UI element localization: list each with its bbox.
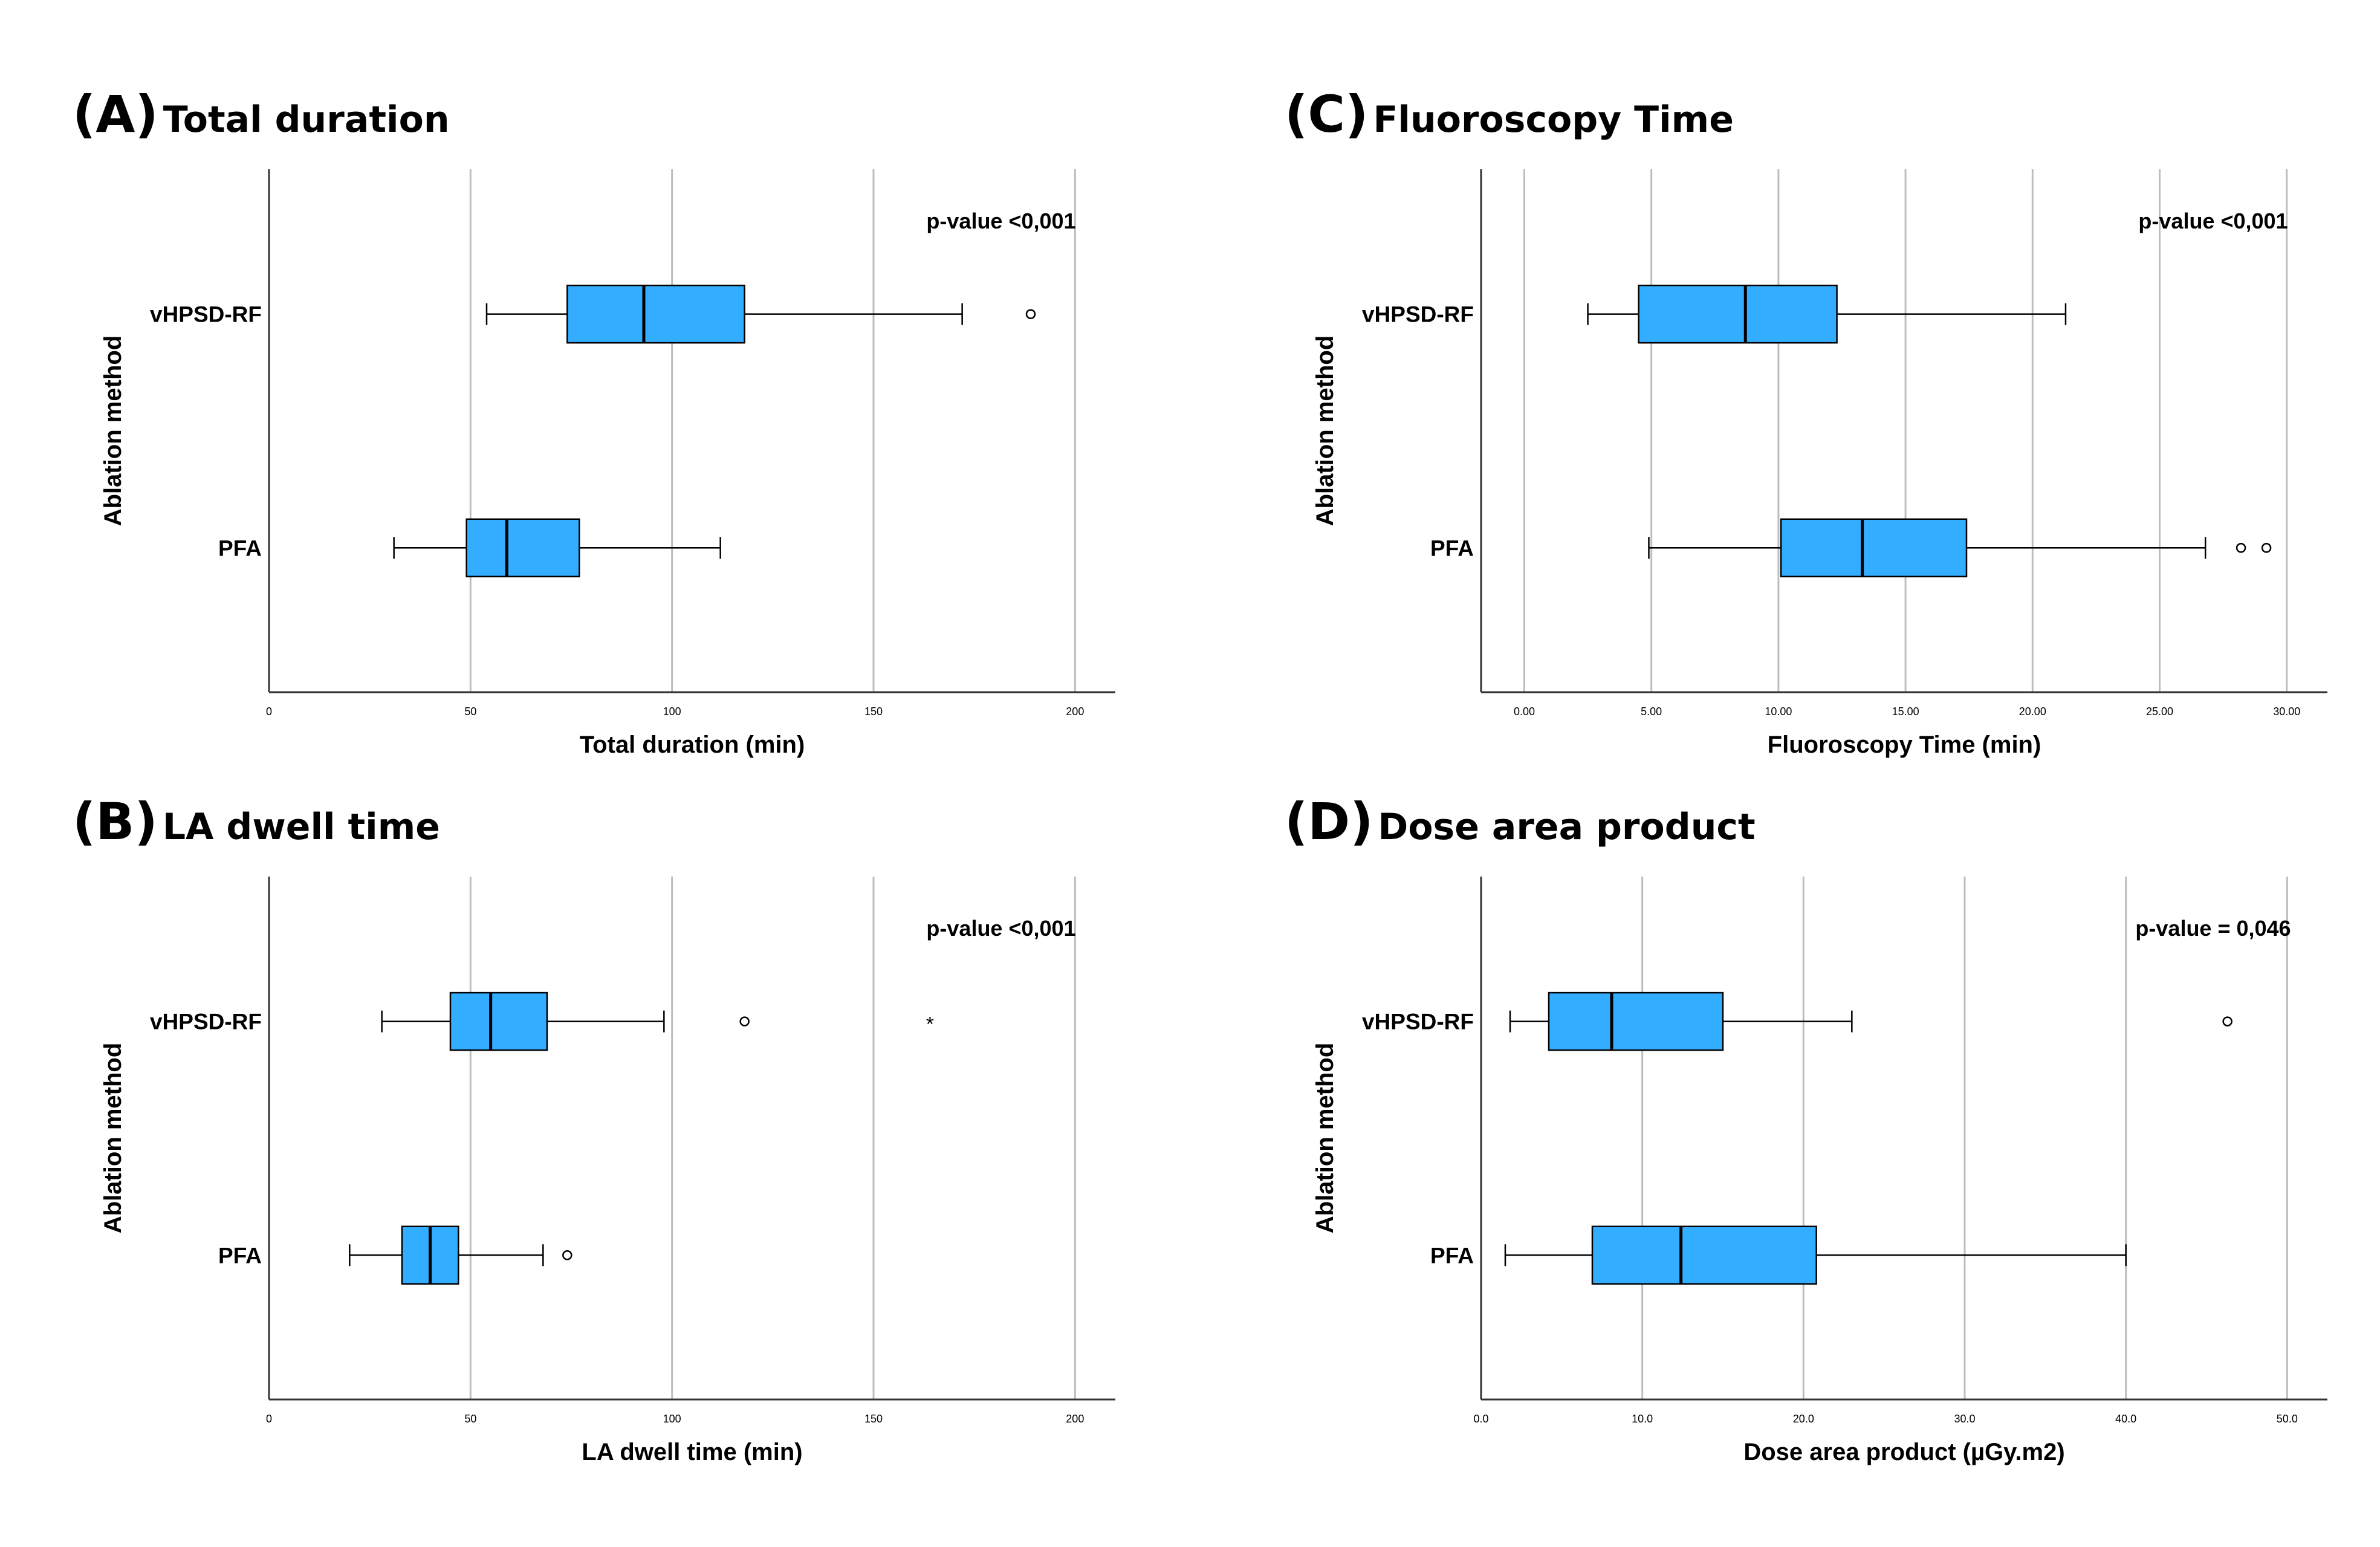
x-tick-label: 20.00 (2019, 705, 2046, 718)
x-tick-label: 150 (864, 1413, 883, 1425)
panel-label: (B) (73, 792, 158, 851)
x-axis-title: Dose area product (µGy.m2) (1743, 1439, 2064, 1465)
chart-plot: 0.0 10.0 20.0 30.0 40.0 50.0 Dose area product… (1312, 877, 2327, 1465)
panel-heading: (D) Dose area product (1285, 792, 1756, 858)
iqr-box (1591, 1225, 1817, 1285)
category-label: PFA (218, 536, 262, 560)
p-value-annotation: p-value <0,001 (926, 209, 1075, 233)
outlier-point (739, 1016, 750, 1026)
category-label: PFA (218, 1243, 262, 1268)
outlier-point (1025, 309, 1036, 319)
p-value-annotation: p-value <0,001 (2138, 209, 2288, 233)
panel-d: 0.0 10.0 20.0 30.0 40.0 50.0 Dose area product… (1285, 792, 2373, 1493)
category-label: vHPSD-RF (150, 1010, 262, 1034)
box-group-pfa (1648, 518, 2272, 578)
panel-heading: (B) LA dwell time (73, 792, 440, 858)
iqr-box (449, 991, 548, 1051)
box-group-vhpsd-rf (485, 284, 1036, 344)
panel-heading: (A) Total duration (73, 85, 450, 151)
outlier-point (2222, 1016, 2232, 1026)
x-tick-label: 0 (266, 1413, 272, 1425)
box-group-vhpsd-rf: * (381, 991, 934, 1051)
chart-plot: 0 50 100 150 200 LA dwell time (min) Ablation … (100, 877, 1115, 1465)
extreme-point: * (926, 1013, 934, 1036)
x-tick-label: 50.0 (2277, 1413, 2298, 1425)
x-tick-label: 150 (864, 705, 883, 718)
x-tick-label: 20.0 (1793, 1413, 1814, 1425)
x-tick-label: 200 (1066, 1413, 1084, 1425)
chart-plot: 0.00 5.00 10.00 15.00 20.00 25.00 30.00 Fluoros… (1312, 169, 2327, 758)
y-axis-title: Ablation method (1312, 1043, 1338, 1234)
panel-b: 0 50 100 150 200 LA dwell time (min) Ablation … (73, 792, 1161, 1493)
y-axis-title: Ablation method (100, 336, 126, 527)
panel-title: Total duration (163, 99, 450, 141)
x-tick-label: 100 (663, 705, 681, 718)
x-tick-label: 40.0 (2115, 1413, 2136, 1425)
box-group-pfa (349, 1225, 572, 1285)
category-label: PFA (1430, 536, 1474, 560)
x-tick-label: 30.00 (2273, 705, 2300, 718)
p-value-annotation: p-value = 0,046 (2135, 916, 2291, 941)
panel-label: (C) (1285, 85, 1369, 144)
x-tick-label: 0.0 (1473, 1413, 1488, 1425)
outlier-point (2236, 543, 2246, 553)
box-group-vhpsd-rf (1587, 284, 2067, 344)
category-label: vHPSD-RF (1362, 1010, 1474, 1034)
outlier-point (2261, 543, 2272, 553)
category-label: vHPSD-RF (1362, 302, 1474, 327)
chart-plot: 0 50 100 150 200 Total duration (min) Ablation… (100, 169, 1115, 758)
box-group-pfa (393, 518, 721, 578)
x-axis-title: Fluoroscopy Time (min) (1768, 731, 2041, 758)
iqr-box (566, 284, 745, 344)
category-label: vHPSD-RF (150, 302, 262, 327)
panel-label: (A) (73, 85, 158, 144)
x-tick-label: 50 (464, 1413, 476, 1425)
panel-label: (D) (1285, 792, 1373, 851)
panel-c: 0.00 5.00 10.00 15.00 20.00 25.00 30.00 Fluoros… (1285, 85, 2373, 786)
x-axis-title: LA dwell time (min) (582, 1439, 802, 1465)
x-tick-label: 0.00 (1514, 705, 1535, 718)
outlier-point (562, 1250, 572, 1260)
x-tick-label: 10.00 (1765, 705, 1792, 718)
p-value-annotation: p-value <0,001 (926, 916, 1075, 941)
panel-title: Fluoroscopy Time (1373, 99, 1734, 141)
x-tick-label: 10.0 (1632, 1413, 1653, 1425)
x-tick-label: 0 (266, 705, 272, 718)
panel-a: 0 50 100 150 200 Total duration (min) Ablation… (73, 85, 1161, 786)
iqr-box (1548, 991, 1724, 1051)
x-tick-label: 200 (1066, 705, 1084, 718)
box-group-pfa (1504, 1225, 2127, 1285)
x-tick-label: 50 (464, 705, 476, 718)
panel-title: LA dwell time (162, 806, 440, 848)
category-label: PFA (1430, 1243, 1474, 1268)
panel-heading: (C) Fluoroscopy Time (1285, 85, 1734, 151)
x-tick-label: 15.00 (1892, 705, 1919, 718)
x-tick-label: 100 (663, 1413, 681, 1425)
x-tick-label: 30.0 (1954, 1413, 1975, 1425)
iqr-box (1638, 284, 1838, 344)
x-tick-label: 5.00 (1641, 705, 1662, 718)
panel-title: Dose area product (1378, 806, 1756, 848)
iqr-box (1780, 518, 1968, 578)
y-axis-title: Ablation method (1312, 336, 1338, 527)
box-group-vhpsd-rf (1509, 991, 2232, 1051)
x-axis-title: Total duration (min) (580, 731, 805, 758)
x-tick-label: 25.00 (2146, 705, 2173, 718)
iqr-box (465, 518, 580, 578)
y-axis-title: Ablation method (100, 1043, 126, 1234)
